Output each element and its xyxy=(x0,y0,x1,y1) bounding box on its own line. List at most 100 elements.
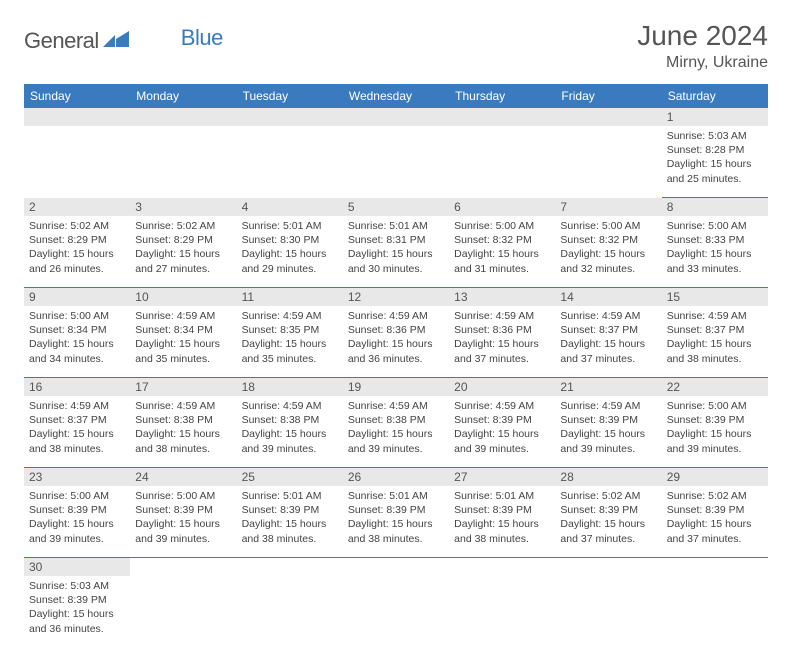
day-details: Sunrise: 4:59 AMSunset: 8:39 PMDaylight:… xyxy=(454,399,550,456)
day-number: 27 xyxy=(449,468,555,486)
title-block: June 2024 Mirny, Ukraine xyxy=(637,20,768,72)
day-details: Sunrise: 4:59 AMSunset: 8:37 PMDaylight:… xyxy=(560,309,656,366)
day-number xyxy=(237,558,343,576)
calendar-cell: Sunrise: 4:59 AMSunset: 8:37 PMDaylight:… xyxy=(555,306,661,378)
weekday-header: Thursday xyxy=(449,84,555,108)
day-number: 21 xyxy=(555,378,661,396)
calendar-cell xyxy=(555,576,661,648)
day-number: 11 xyxy=(237,288,343,306)
calendar-cell: Sunrise: 5:02 AMSunset: 8:39 PMDaylight:… xyxy=(662,486,768,558)
day-number xyxy=(130,558,236,576)
day-details: Sunrise: 5:01 AMSunset: 8:31 PMDaylight:… xyxy=(348,219,444,276)
calendar-cell xyxy=(24,126,130,198)
calendar-row: Sunrise: 5:03 AMSunset: 8:28 PMDaylight:… xyxy=(24,126,768,198)
header: General Blue June 2024 Mirny, Ukraine xyxy=(24,20,768,72)
day-number: 14 xyxy=(555,288,661,306)
daynum-row: 30 xyxy=(24,558,768,576)
day-number: 22 xyxy=(662,378,768,396)
calendar-cell: Sunrise: 4:59 AMSunset: 8:39 PMDaylight:… xyxy=(555,396,661,468)
day-number: 25 xyxy=(237,468,343,486)
day-details: Sunrise: 5:01 AMSunset: 8:30 PMDaylight:… xyxy=(242,219,338,276)
calendar-cell xyxy=(662,576,768,648)
calendar-cell: Sunrise: 5:00 AMSunset: 8:32 PMDaylight:… xyxy=(449,216,555,288)
day-number xyxy=(449,558,555,576)
day-details: Sunrise: 5:00 AMSunset: 8:34 PMDaylight:… xyxy=(29,309,125,366)
weekday-header: Sunday xyxy=(24,84,130,108)
calendar-cell: Sunrise: 4:59 AMSunset: 8:38 PMDaylight:… xyxy=(343,396,449,468)
calendar-row: Sunrise: 5:02 AMSunset: 8:29 PMDaylight:… xyxy=(24,216,768,288)
day-number xyxy=(662,558,768,576)
day-number xyxy=(555,108,661,126)
calendar-cell xyxy=(130,576,236,648)
day-number xyxy=(130,108,236,126)
day-details: Sunrise: 4:59 AMSunset: 8:38 PMDaylight:… xyxy=(135,399,231,456)
daynum-row: 1 xyxy=(24,108,768,126)
day-number xyxy=(343,558,449,576)
calendar-cell xyxy=(130,126,236,198)
calendar-row: Sunrise: 5:00 AMSunset: 8:34 PMDaylight:… xyxy=(24,306,768,378)
daynum-row: 2345678 xyxy=(24,198,768,216)
calendar-cell xyxy=(343,576,449,648)
day-number: 15 xyxy=(662,288,768,306)
day-number xyxy=(343,108,449,126)
day-number: 7 xyxy=(555,198,661,216)
daynum-row: 16171819202122 xyxy=(24,378,768,396)
day-details: Sunrise: 4:59 AMSunset: 8:37 PMDaylight:… xyxy=(667,309,763,366)
calendar-cell: Sunrise: 5:02 AMSunset: 8:29 PMDaylight:… xyxy=(130,216,236,288)
weekday-header: Monday xyxy=(130,84,236,108)
weekday-header: Saturday xyxy=(662,84,768,108)
day-number: 17 xyxy=(130,378,236,396)
day-details: Sunrise: 5:03 AMSunset: 8:28 PMDaylight:… xyxy=(667,129,763,186)
calendar-header-row: SundayMondayTuesdayWednesdayThursdayFrid… xyxy=(24,84,768,108)
day-number: 3 xyxy=(130,198,236,216)
calendar-cell: Sunrise: 4:59 AMSunset: 8:39 PMDaylight:… xyxy=(449,396,555,468)
day-number: 9 xyxy=(24,288,130,306)
calendar-cell: Sunrise: 5:00 AMSunset: 8:39 PMDaylight:… xyxy=(130,486,236,558)
logo: General Blue xyxy=(24,28,223,54)
calendar-cell: Sunrise: 5:03 AMSunset: 8:39 PMDaylight:… xyxy=(24,576,130,648)
calendar-row: Sunrise: 4:59 AMSunset: 8:37 PMDaylight:… xyxy=(24,396,768,468)
day-details: Sunrise: 5:02 AMSunset: 8:29 PMDaylight:… xyxy=(135,219,231,276)
logo-text-general: General xyxy=(24,28,99,54)
day-details: Sunrise: 4:59 AMSunset: 8:37 PMDaylight:… xyxy=(29,399,125,456)
day-number: 26 xyxy=(343,468,449,486)
day-number xyxy=(24,108,130,126)
day-details: Sunrise: 5:01 AMSunset: 8:39 PMDaylight:… xyxy=(242,489,338,546)
day-details: Sunrise: 5:00 AMSunset: 8:39 PMDaylight:… xyxy=(667,399,763,456)
calendar-cell: Sunrise: 5:03 AMSunset: 8:28 PMDaylight:… xyxy=(662,126,768,198)
calendar: SundayMondayTuesdayWednesdayThursdayFrid… xyxy=(24,84,768,648)
day-number: 5 xyxy=(343,198,449,216)
day-details: Sunrise: 4:59 AMSunset: 8:34 PMDaylight:… xyxy=(135,309,231,366)
day-details: Sunrise: 5:00 AMSunset: 8:33 PMDaylight:… xyxy=(667,219,763,276)
day-number: 23 xyxy=(24,468,130,486)
calendar-cell: Sunrise: 5:01 AMSunset: 8:39 PMDaylight:… xyxy=(237,486,343,558)
day-number: 10 xyxy=(130,288,236,306)
calendar-cell: Sunrise: 5:02 AMSunset: 8:39 PMDaylight:… xyxy=(555,486,661,558)
day-number: 8 xyxy=(662,198,768,216)
calendar-cell: Sunrise: 4:59 AMSunset: 8:35 PMDaylight:… xyxy=(237,306,343,378)
weekday-header: Wednesday xyxy=(343,84,449,108)
calendar-cell xyxy=(343,126,449,198)
daynum-row: 23242526272829 xyxy=(24,468,768,486)
day-details: Sunrise: 5:03 AMSunset: 8:39 PMDaylight:… xyxy=(29,579,125,636)
calendar-cell: Sunrise: 5:00 AMSunset: 8:34 PMDaylight:… xyxy=(24,306,130,378)
day-details: Sunrise: 4:59 AMSunset: 8:36 PMDaylight:… xyxy=(454,309,550,366)
calendar-cell: Sunrise: 4:59 AMSunset: 8:36 PMDaylight:… xyxy=(449,306,555,378)
calendar-cell: Sunrise: 5:01 AMSunset: 8:30 PMDaylight:… xyxy=(237,216,343,288)
day-details: Sunrise: 4:59 AMSunset: 8:39 PMDaylight:… xyxy=(560,399,656,456)
day-number: 4 xyxy=(237,198,343,216)
day-number xyxy=(237,108,343,126)
calendar-cell: Sunrise: 4:59 AMSunset: 8:36 PMDaylight:… xyxy=(343,306,449,378)
calendar-cell: Sunrise: 5:00 AMSunset: 8:33 PMDaylight:… xyxy=(662,216,768,288)
calendar-cell: Sunrise: 5:01 AMSunset: 8:39 PMDaylight:… xyxy=(449,486,555,558)
calendar-cell: Sunrise: 4:59 AMSunset: 8:37 PMDaylight:… xyxy=(24,396,130,468)
day-number: 16 xyxy=(24,378,130,396)
daynum-row: 9101112131415 xyxy=(24,288,768,306)
day-number: 28 xyxy=(555,468,661,486)
calendar-cell xyxy=(555,126,661,198)
day-details: Sunrise: 5:02 AMSunset: 8:39 PMDaylight:… xyxy=(560,489,656,546)
day-details: Sunrise: 5:00 AMSunset: 8:39 PMDaylight:… xyxy=(29,489,125,546)
day-details: Sunrise: 5:00 AMSunset: 8:32 PMDaylight:… xyxy=(560,219,656,276)
calendar-cell xyxy=(449,126,555,198)
day-details: Sunrise: 5:02 AMSunset: 8:29 PMDaylight:… xyxy=(29,219,125,276)
